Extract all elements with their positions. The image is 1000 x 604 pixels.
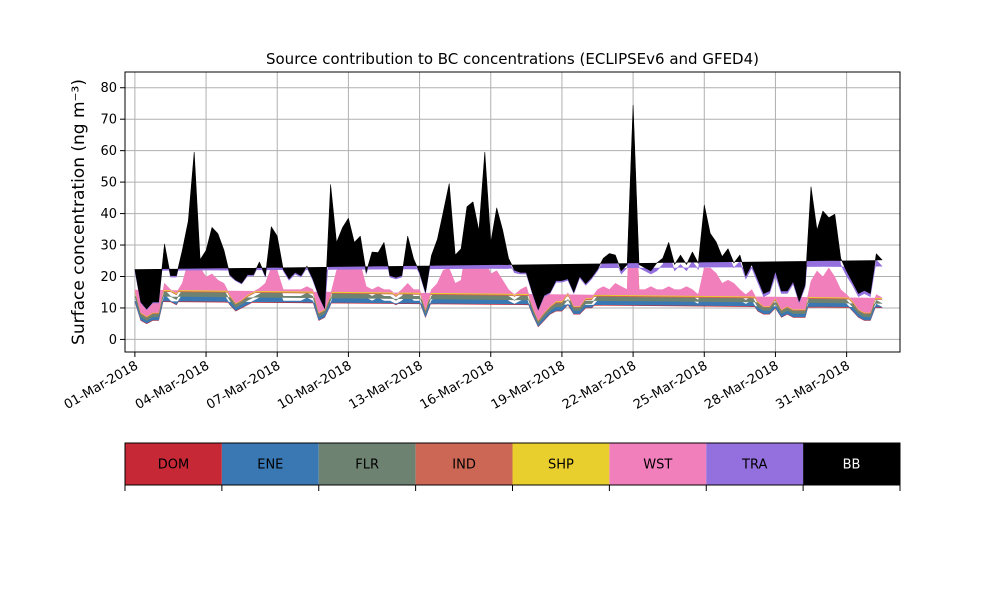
legend-label-ene: ENE	[257, 458, 283, 473]
legend-label-ind: IND	[452, 458, 476, 473]
area-series-bb	[134, 105, 883, 310]
y-tick-label: 80	[100, 81, 117, 96]
legend-swatch-flr	[318, 443, 416, 485]
legend-swatch-wst	[609, 443, 707, 485]
legend-label-wst: WST	[643, 458, 672, 473]
legend-label-shp: SHP	[548, 458, 574, 473]
y-tick-label: 30	[100, 239, 117, 254]
y-tick-label: 40	[100, 207, 117, 222]
stacked-area-layer	[134, 105, 883, 328]
legend-swatch-tra	[706, 443, 804, 485]
y-tick-label: 20	[100, 270, 117, 285]
y-axis-label: Surface concentration (ng m⁻³)	[69, 79, 89, 345]
y-tick-label: 70	[100, 113, 117, 128]
y-tick-label: 60	[100, 144, 117, 159]
area-series-ene	[134, 165, 883, 327]
legend-swatch-ind	[415, 443, 513, 485]
area-series-wst	[134, 139, 883, 321]
y-tick-label: 0	[109, 333, 117, 348]
legend-swatch-ene	[221, 443, 319, 485]
legend-swatch-bb	[803, 443, 900, 485]
area-series-flr	[134, 156, 883, 324]
plot-frame	[124, 71, 901, 353]
legend-label-tra: TRA	[741, 458, 767, 473]
legend-swatch-shp	[512, 443, 610, 485]
legend-label-dom: DOM	[158, 458, 189, 473]
chart-title: Source contribution to BC concentrations…	[266, 50, 759, 68]
y-tick-label: 10	[100, 301, 117, 316]
source-colorbar-legend: DOM ENE FLR IND SHP WST TRA BB	[124, 442, 901, 491]
legend-label-flr: FLR	[355, 458, 379, 473]
legend-swatch-dom	[125, 443, 222, 485]
y-tick-label: 50	[100, 176, 117, 191]
legend-label-bb: BB	[843, 458, 861, 473]
